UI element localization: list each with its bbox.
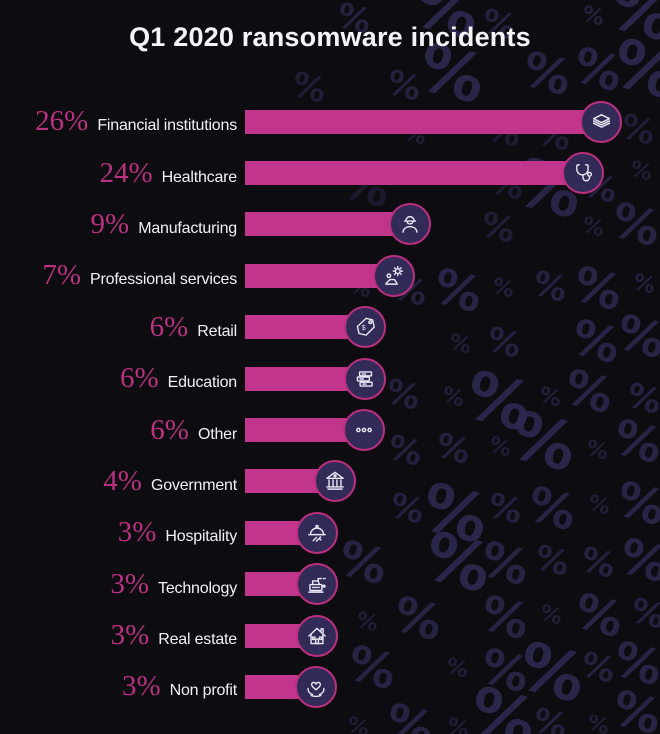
svg-text:$: $	[362, 325, 366, 332]
row-label: Technology	[158, 579, 237, 597]
row-percent: 6%	[150, 413, 189, 446]
row-label-block: 6% Retail	[0, 310, 238, 343]
row-percent: 9%	[90, 207, 130, 240]
row-percent: 7%	[42, 259, 82, 292]
row-label-block: 7% Professional services	[0, 261, 237, 290]
icon-circle: $	[344, 306, 386, 349]
icon-circle	[562, 152, 604, 195]
row-label: Manufacturing	[138, 219, 237, 237]
row-percent: 4%	[103, 464, 142, 497]
icon-circle	[373, 254, 415, 297]
row-percent: 3%	[110, 619, 150, 652]
icon-circle	[296, 563, 338, 606]
chart-row: 26% Financial institutions	[0, 96, 660, 147]
ellipsis-icon	[356, 427, 372, 433]
row-label: Professional services	[90, 271, 237, 289]
house-icon	[308, 627, 326, 644]
bar	[245, 212, 410, 237]
row-label-block: 3% Hospitality	[0, 518, 237, 547]
chart-row: 6% Retail $	[0, 302, 660, 353]
books-icon	[356, 370, 373, 387]
chart-row: 9% Manufacturing	[0, 199, 660, 250]
row-label-block: 24% Healthcare	[0, 156, 238, 189]
icon-circle	[314, 460, 356, 503]
row-label: Healthcare	[161, 168, 238, 186]
chart-row: 24% Healthcare	[0, 147, 660, 198]
chart-row: 3% Non profit	[0, 661, 660, 712]
chart-row: 6% Other	[0, 404, 660, 455]
row-label-block: 6% Other	[0, 413, 237, 446]
row-label-block: 3% Real estate	[0, 619, 238, 652]
chart-row: 3% Technology	[0, 559, 660, 610]
row-label: Hospitality	[165, 528, 237, 546]
chart-row: 3% Hospitality	[0, 507, 660, 558]
row-label-block: 3% Technology	[0, 567, 237, 600]
row-percent: 26%	[35, 105, 89, 138]
bank-icon	[326, 472, 344, 491]
icon-circle	[296, 511, 338, 554]
row-label: Government	[150, 476, 237, 494]
row-percent: 3%	[117, 516, 157, 549]
icon-circle	[295, 665, 337, 708]
icon-circle	[389, 203, 431, 246]
row-label-block: 26% Financial institutions	[0, 107, 237, 136]
page-title: Q1 2020 ransomware incidents	[129, 22, 531, 52]
icon-circle	[344, 357, 386, 400]
row-percent: 6%	[149, 310, 189, 343]
hands-heart-icon	[307, 681, 325, 698]
icon-circle	[343, 409, 385, 452]
row-percent: 6%	[119, 362, 159, 395]
row-label-block: 4% Government	[0, 464, 237, 497]
row-percent: 3%	[121, 670, 161, 703]
icon-circle	[580, 100, 622, 143]
row-label: Retail	[197, 322, 237, 340]
row-label: Non profit	[169, 682, 238, 700]
row-label: Real estate	[158, 631, 237, 649]
money-icon	[592, 114, 610, 129]
chart-row: 3% Real estate	[0, 610, 660, 661]
row-label: Financial institutions	[97, 117, 237, 135]
row-percent: 24%	[99, 156, 153, 189]
worker-icon	[402, 216, 418, 234]
person-gear-icon	[385, 265, 404, 285]
price-tag-icon: $	[356, 317, 375, 337]
stethoscope-icon	[576, 164, 593, 182]
cash-register-icon	[308, 578, 326, 594]
row-percent: 3%	[110, 567, 150, 600]
bar	[245, 109, 601, 134]
bar-chart: 26% Financial institutions 24% Healthcar…	[0, 96, 660, 713]
bar	[245, 161, 583, 186]
row-label-block: 9% Manufacturing	[0, 207, 238, 240]
row-label-block: 3% Non profit	[0, 672, 237, 701]
chart-row: 4% Government	[0, 456, 660, 507]
bar	[245, 263, 394, 288]
cloche-icon	[308, 524, 326, 542]
row-label: Other	[197, 425, 237, 443]
chart-row: 7% Professional services	[0, 250, 660, 301]
chart-row: 6% Education	[0, 353, 660, 404]
row-label-block: 6% Education	[0, 364, 237, 393]
row-label: Education	[167, 374, 238, 392]
icon-circle	[296, 614, 338, 657]
